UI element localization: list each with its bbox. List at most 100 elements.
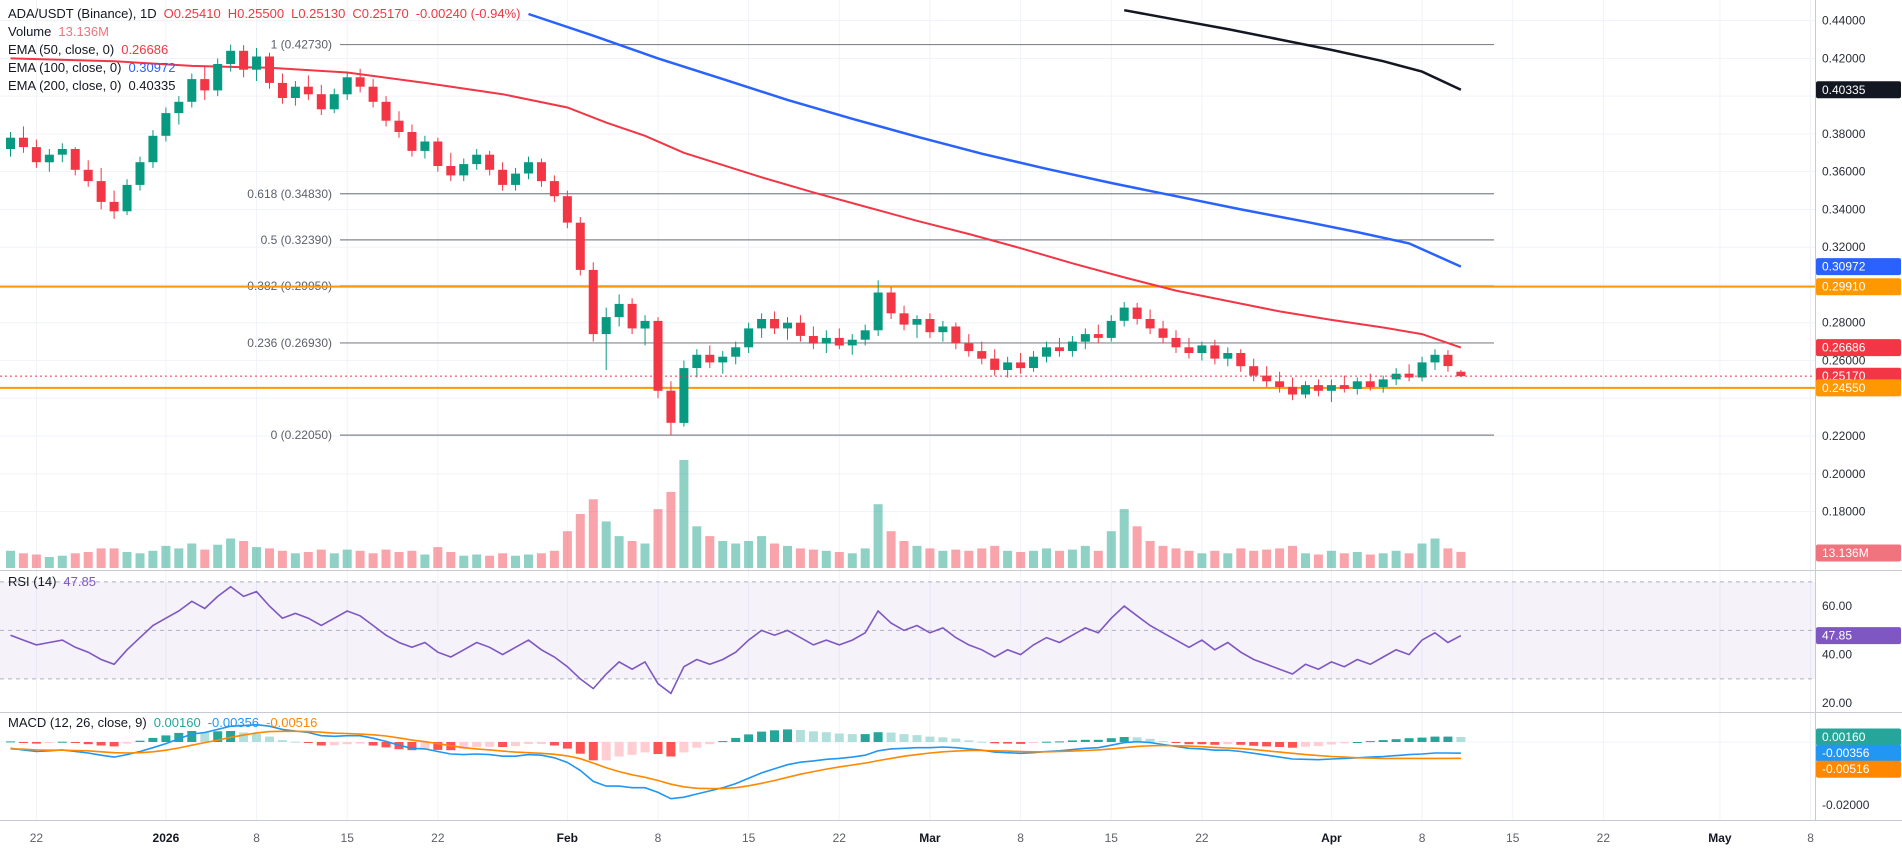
candle[interactable]: [614, 303, 624, 318]
candle[interactable]: [1313, 385, 1323, 391]
candle[interactable]: [1054, 347, 1064, 352]
candle[interactable]: [394, 120, 404, 132]
candle[interactable]: [1158, 328, 1168, 338]
candle[interactable]: [174, 101, 184, 114]
candle[interactable]: [433, 141, 443, 167]
candle[interactable]: [718, 356, 728, 363]
candle[interactable]: [109, 201, 119, 212]
candle[interactable]: [446, 166, 456, 176]
candle[interactable]: [1067, 341, 1077, 351]
candle[interactable]: [1223, 353, 1233, 359]
macd-line[interactable]: [10, 723, 1461, 800]
candle[interactable]: [588, 269, 598, 335]
candle[interactable]: [990, 358, 1000, 370]
candle[interactable]: [1417, 362, 1427, 378]
candle[interactable]: [83, 169, 93, 182]
candle[interactable]: [122, 184, 132, 212]
candle[interactable]: [213, 64, 223, 91]
candle[interactable]: [355, 77, 365, 87]
candle[interactable]: [31, 147, 41, 163]
candle[interactable]: [1145, 319, 1155, 329]
candle[interactable]: [860, 330, 870, 340]
candle[interactable]: [472, 154, 482, 165]
candle[interactable]: [653, 320, 663, 391]
candle[interactable]: [1275, 381, 1285, 387]
time-axis[interactable]: 22 2026 8 15 22 Feb 8 15 22 Mar 8 15 22 Apr 8 15 22 May 8: [30, 831, 1814, 845]
candle[interactable]: [303, 86, 313, 95]
candle[interactable]: [821, 337, 831, 344]
candle[interactable]: [252, 56, 262, 70]
macd-signal-line[interactable]: [10, 730, 1461, 790]
price-axis[interactable]: 0.44000 0.42000 0.38000 0.36000 0.34000 0.320…: [0, 0, 1902, 821]
candle[interactable]: [1365, 381, 1375, 387]
candle[interactable]: [1339, 385, 1349, 389]
candle[interactable]: [1430, 354, 1440, 363]
candle[interactable]: [342, 77, 352, 95]
candle[interactable]: [873, 292, 883, 331]
candle[interactable]: [290, 86, 300, 98]
candle[interactable]: [1249, 366, 1259, 376]
candle[interactable]: [1262, 375, 1272, 382]
candle[interactable]: [485, 154, 495, 170]
candle[interactable]: [640, 320, 650, 329]
candle[interactable]: [524, 162, 533, 174]
candle[interactable]: [847, 339, 857, 346]
candle[interactable]: [1236, 353, 1246, 367]
candle[interactable]: [44, 154, 54, 163]
candle[interactable]: [1184, 347, 1194, 353]
candle[interactable]: [770, 319, 780, 329]
candle[interactable]: [57, 149, 67, 155]
candle[interactable]: [1326, 385, 1336, 391]
candle[interactable]: [407, 132, 417, 151]
candle[interactable]: [6, 137, 15, 149]
candle[interactable]: [964, 343, 974, 352]
candle[interactable]: [381, 101, 391, 121]
candle[interactable]: [705, 354, 715, 363]
candle[interactable]: [1171, 337, 1181, 348]
candle[interactable]: [420, 141, 430, 151]
candle[interactable]: [627, 303, 637, 329]
candle[interactable]: [1080, 334, 1090, 342]
candle[interactable]: [744, 328, 754, 348]
candle[interactable]: [148, 135, 158, 163]
candle[interactable]: [562, 196, 572, 223]
candle[interactable]: [459, 164, 469, 176]
candle[interactable]: [575, 222, 585, 270]
candle[interactable]: [731, 347, 741, 357]
candle[interactable]: [549, 181, 559, 197]
candle[interactable]: [1210, 345, 1220, 359]
candle[interactable]: [200, 79, 210, 91]
candle[interactable]: [1029, 356, 1039, 368]
candle[interactable]: [368, 86, 378, 102]
candle[interactable]: [1042, 347, 1051, 357]
candle[interactable]: [18, 137, 28, 148]
candle[interactable]: [265, 56, 274, 83]
candle[interactable]: [1378, 379, 1388, 387]
candle[interactable]: [692, 354, 702, 368]
candle[interactable]: [601, 317, 611, 335]
candle[interactable]: [135, 162, 145, 185]
candle[interactable]: [1301, 385, 1310, 395]
candle[interactable]: [938, 326, 948, 333]
candle[interactable]: [795, 322, 805, 336]
candle[interactable]: [96, 181, 106, 202]
candle[interactable]: [1404, 373, 1414, 378]
candle[interactable]: [1003, 362, 1013, 370]
candle[interactable]: [329, 94, 339, 110]
candle[interactable]: [239, 50, 249, 70]
candle[interactable]: [912, 319, 922, 325]
candle[interactable]: [1443, 354, 1453, 367]
ema50-line[interactable]: [10, 57, 1462, 349]
candle[interactable]: [1352, 381, 1362, 389]
candle[interactable]: [316, 94, 326, 110]
candle[interactable]: [783, 322, 792, 329]
candle[interactable]: [951, 326, 961, 344]
candle[interactable]: [511, 173, 521, 185]
candle[interactable]: [277, 82, 287, 98]
candle[interactable]: [899, 313, 909, 325]
candle[interactable]: [679, 368, 689, 423]
candle[interactable]: [187, 79, 197, 102]
ema100-line[interactable]: [528, 12, 1462, 268]
ema200-line[interactable]: [1123, 8, 1462, 91]
